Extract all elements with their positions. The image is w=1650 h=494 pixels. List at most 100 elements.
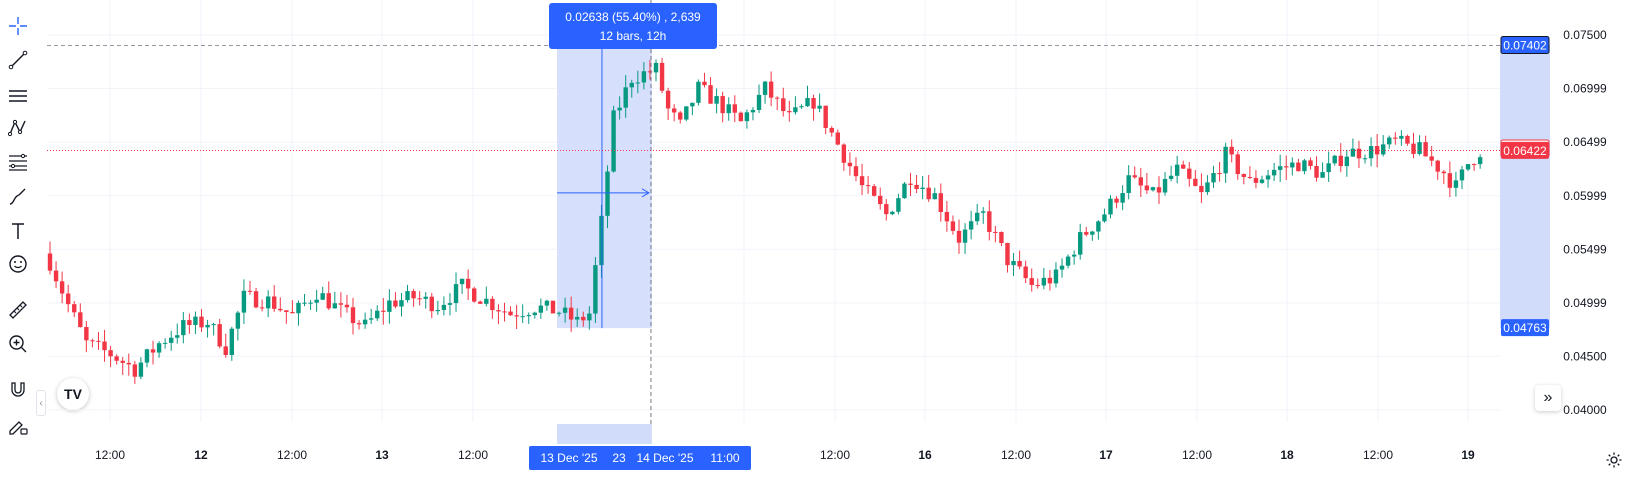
candle-body[interactable] [550,300,556,314]
candle-body[interactable] [284,310,289,313]
candle-body[interactable] [193,316,198,325]
candle-body[interactable] [72,304,77,313]
ruler-tool-button[interactable] [4,296,32,324]
candle-body[interactable] [1253,177,1259,183]
candle-body[interactable] [144,349,150,363]
candle-body[interactable] [417,298,422,300]
candle-body[interactable] [320,293,325,300]
candle-body[interactable] [1381,144,1386,155]
candle-body[interactable] [1247,176,1253,178]
candle-body[interactable] [1181,164,1186,169]
candle-body[interactable] [1362,158,1368,160]
candle-body[interactable] [1308,160,1313,167]
candle-body[interactable] [472,288,477,302]
candle-body[interactable] [726,104,731,114]
candle-body[interactable] [338,303,344,305]
candle-body[interactable] [714,96,719,104]
candle-body[interactable] [968,221,974,230]
candle-body[interactable] [235,312,241,329]
candle-body[interactable] [1326,163,1331,173]
candle-body[interactable] [411,291,416,299]
candle-body[interactable] [587,313,592,321]
candle-body[interactable] [871,186,877,196]
trend-line-tool-button[interactable] [4,46,32,74]
candle-body[interactable] [544,300,550,306]
candle-body[interactable] [787,111,792,113]
candle-body[interactable] [435,309,441,312]
candle-body[interactable] [708,85,713,104]
candle-body[interactable] [1205,182,1210,193]
candle-body[interactable] [265,296,271,309]
candle-body[interactable] [496,310,501,312]
candle-body[interactable] [502,311,507,313]
candle-body[interactable] [114,356,119,361]
candle-body[interactable] [1156,187,1162,193]
candle-body[interactable] [1435,160,1440,172]
candle-body[interactable] [484,298,489,304]
candle-body[interactable] [1229,146,1234,155]
candle-body[interactable] [1102,214,1107,222]
candle-body[interactable] [538,305,544,313]
candle-body[interactable] [684,106,689,120]
candle-body[interactable] [938,193,944,212]
candle-body[interactable] [1078,232,1083,255]
candle-body[interactable] [811,97,816,109]
candle-body[interactable] [65,293,71,305]
candle-body[interactable] [1235,154,1240,175]
candle-body[interactable] [950,221,956,231]
candle-body[interactable] [1150,187,1156,191]
candle-body[interactable] [1320,172,1325,178]
candle-body[interactable] [1162,178,1168,193]
candle-body[interactable] [1065,256,1071,266]
candle-body[interactable] [187,320,192,325]
candle-body[interactable] [272,296,277,309]
candle-body[interactable] [465,278,471,289]
candle-body[interactable] [1350,148,1356,157]
candle-body[interactable] [1017,260,1022,267]
candle-body[interactable] [1459,169,1465,181]
candle-body[interactable] [671,108,677,113]
candle-body[interactable] [126,362,131,365]
candle-body[interactable] [181,320,186,336]
candle-body[interactable] [902,183,907,199]
candle-body[interactable] [690,102,695,107]
candle-body[interactable] [720,96,725,114]
candle-body[interactable] [175,335,180,338]
candle-body[interactable] [756,94,762,110]
candle-body[interactable] [914,184,919,189]
candle-body[interactable] [1417,142,1422,154]
candle-body[interactable] [1223,146,1228,174]
candle-body[interactable] [405,291,410,301]
candle-body[interactable] [678,112,683,120]
candle-body[interactable] [738,112,744,122]
candle-body[interactable] [156,343,162,353]
candle-body[interactable] [247,290,253,292]
candle-body[interactable] [1035,284,1040,286]
candle-body[interactable] [981,211,986,213]
candle-body[interactable] [211,324,216,326]
candle-body[interactable] [490,298,495,311]
candle-body[interactable] [381,310,386,312]
candle-body[interactable] [1174,164,1180,176]
candle-body[interactable] [859,176,865,186]
candle-body[interactable] [1193,178,1198,186]
candle-body[interactable] [962,229,968,243]
candle-body[interactable] [1296,162,1301,172]
chart-settings-button[interactable] [1603,449,1625,471]
candle-body[interactable] [1447,173,1453,188]
candle-body[interactable] [1387,137,1392,145]
fib-retracement-tool-button[interactable] [4,148,32,176]
candle-body[interactable] [611,110,616,172]
candle-body[interactable] [441,304,447,310]
candle-body[interactable] [1411,143,1416,154]
candle-body[interactable] [1168,175,1174,179]
candle-body[interactable] [199,316,204,328]
candle-body[interactable] [847,162,853,167]
candle-body[interactable] [908,183,913,185]
scroll-to-realtime-button[interactable]: » [1535,385,1561,411]
candle-body[interactable] [750,109,756,113]
candle-body[interactable] [823,105,828,128]
candle-body[interactable] [308,302,313,304]
candle-body[interactable] [453,284,459,304]
candle-body[interactable] [205,324,210,328]
